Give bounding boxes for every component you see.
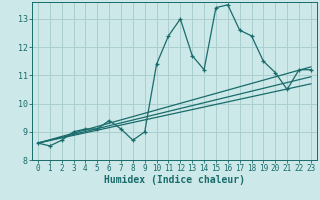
- X-axis label: Humidex (Indice chaleur): Humidex (Indice chaleur): [104, 175, 245, 185]
